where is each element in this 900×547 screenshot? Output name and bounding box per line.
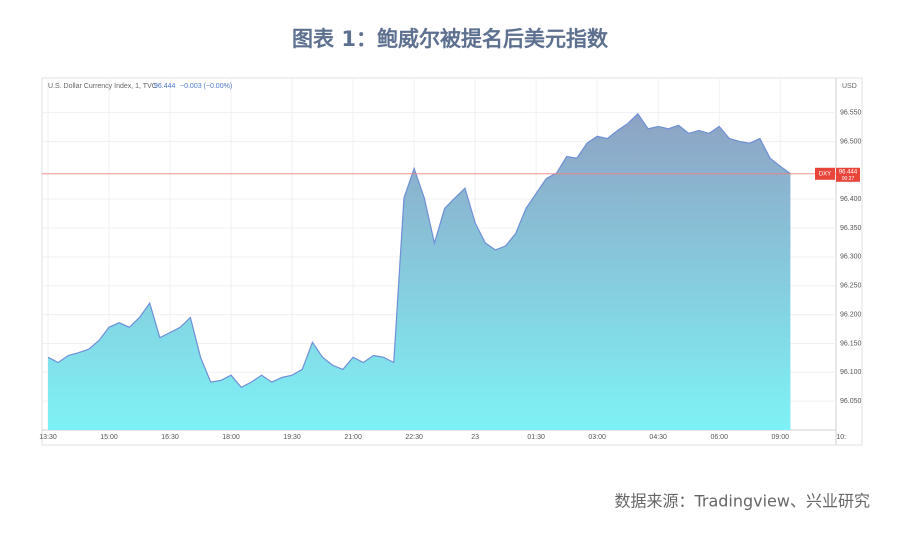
currency: USD	[842, 83, 857, 90]
change: −0.003 (−0.00%)	[180, 83, 232, 90]
price-box	[815, 167, 835, 180]
price-box	[836, 167, 860, 182]
price-label: 96.444	[839, 169, 858, 175]
legend: U.S. Dollar Currency Index, 1, TVC	[48, 83, 157, 90]
last-value: 96.444	[154, 83, 176, 90]
x-tick-label: 09:00	[771, 434, 789, 441]
y-tick-label: 96.550	[840, 109, 862, 116]
page-title: 图表 1：鲍威尔被提名后美元指数	[292, 27, 609, 51]
y-tick-label: 96.100	[840, 369, 862, 376]
x-tick-label: 23	[471, 434, 479, 441]
x-tick-label: 15:00	[100, 434, 118, 441]
y-tick-label: 96.150	[840, 340, 862, 347]
x-tick-label: 22:30	[405, 434, 423, 441]
x-tick-label: 19:30	[283, 434, 301, 441]
y-tick-label: 96.350	[840, 225, 862, 232]
area	[48, 113, 791, 431]
y-tick-label: 96.400	[840, 196, 862, 203]
plot	[42, 78, 836, 431]
x-tick-label: 04:30	[649, 434, 667, 441]
price-symbol: DXY	[819, 171, 831, 177]
x-tick-label: 10:	[836, 434, 846, 441]
x-tick-label: 03:00	[588, 434, 606, 441]
y-tick-label: 96.250	[840, 283, 862, 290]
x-tick-label: 18:00	[222, 434, 240, 441]
line	[47, 112, 791, 389]
x-tick-label: 13:30	[39, 434, 57, 441]
source: 数据来源：Tradingview、兴业研究	[614, 492, 870, 511]
x-tick-label: 06:00	[710, 434, 728, 441]
y-tick-label: 96.300	[840, 254, 862, 261]
x-tick-label: 21:00	[344, 434, 362, 441]
x-tick-label: 01:30	[527, 434, 545, 441]
x-tick-label: 16:30	[161, 434, 179, 441]
y-tick-label: 96.200	[840, 311, 862, 318]
price-time: 00:27	[842, 176, 855, 182]
y-tick-label: 96.050	[840, 398, 862, 405]
y-tick-label: 96.500	[840, 138, 862, 145]
